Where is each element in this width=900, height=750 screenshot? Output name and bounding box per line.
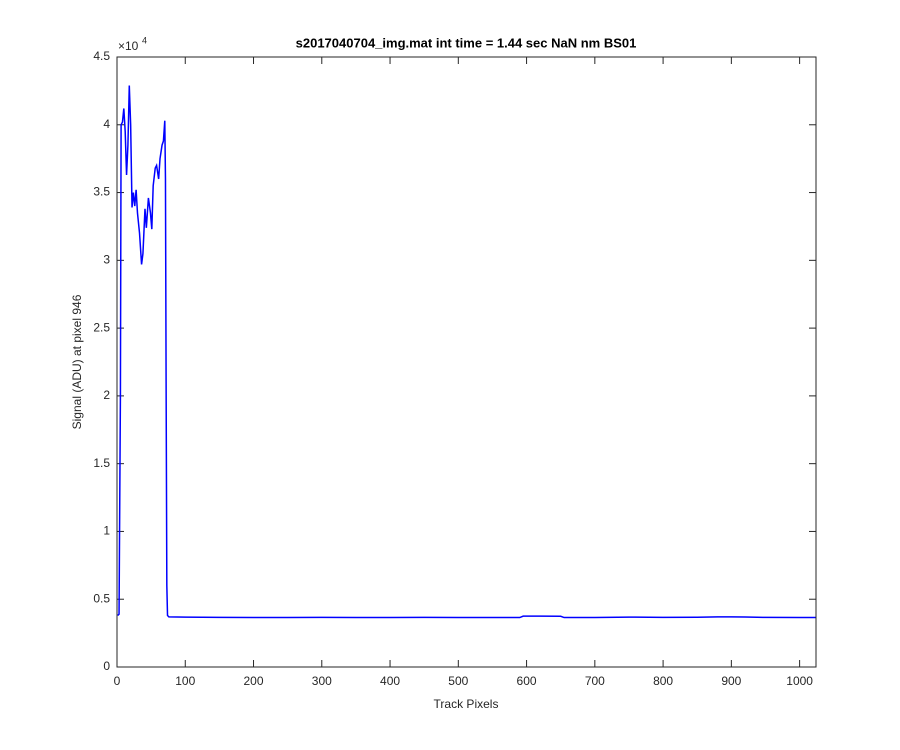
x-axis-label: Track Pixels [434,697,499,711]
chart-title: s2017040704_img.mat int time = 1.44 sec … [296,35,637,50]
axes-box [116,56,817,668]
y-tick-label: 3.5 [93,185,110,199]
y-tick-label: 0 [103,659,110,673]
y-tick-label: 1 [103,524,110,538]
y-tick-label: 4 [103,117,110,131]
y-axis-label: Signal (ADU) at pixel 946 [70,294,84,429]
data-line [117,85,816,619]
x-tick-label: 1000 [786,674,813,688]
x-tick-label: 0 [114,674,121,688]
y-tick-label: 0.5 [93,591,110,605]
x-tick-label: 900 [721,674,741,688]
x-tick-label: 800 [653,674,673,688]
y-tick-label: 2.5 [93,320,110,334]
x-tick-label: 700 [585,674,605,688]
x-tick-label: 600 [517,674,537,688]
y-multiplier-exponent: 4 [142,35,147,45]
y-multiplier: ×10 [118,39,139,53]
y-tick-label: 4.5 [93,49,110,63]
x-tick-label: 500 [448,674,468,688]
x-tick-label: 400 [380,674,400,688]
x-tick-label: 200 [244,674,264,688]
x-tick-label: 100 [175,674,195,688]
y-tick-label: 2 [103,388,110,402]
y-tick-label: 3 [103,253,110,267]
x-tick-label: 300 [312,674,332,688]
y-tick-label: 1.5 [93,456,110,470]
